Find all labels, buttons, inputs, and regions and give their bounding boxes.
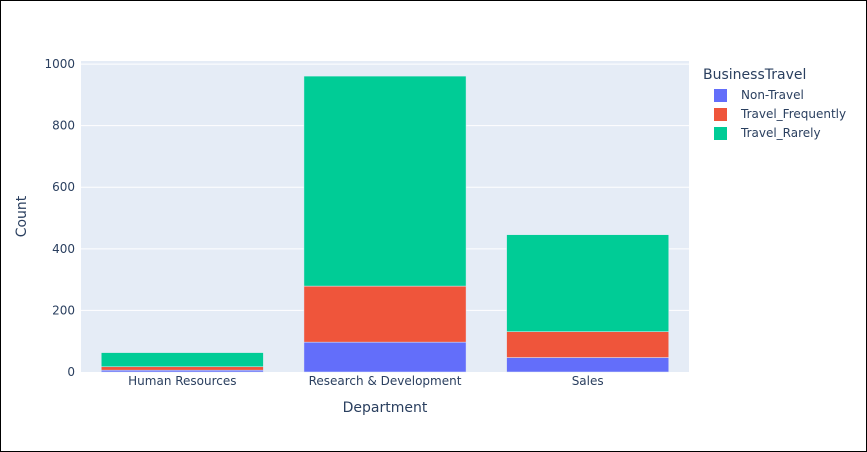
legend-swatch[interactable] xyxy=(714,89,727,102)
legend[interactable]: BusinessTravel Non-Travel Travel_Frequent… xyxy=(703,67,846,140)
y-tick-label: 600 xyxy=(52,180,75,194)
x-axis-title: Department xyxy=(343,400,428,416)
bar-travel-frequently-0[interactable] xyxy=(101,366,264,371)
y-axis-title: Count xyxy=(14,195,30,237)
y-tick-label: 800 xyxy=(52,119,75,133)
y-tick-label: 400 xyxy=(52,242,75,256)
x-tick-label: Research & Development xyxy=(309,374,462,388)
legend-title: BusinessTravel xyxy=(703,67,806,83)
legend-swatch[interactable] xyxy=(714,108,727,121)
bar-travel-rarely-2[interactable] xyxy=(506,234,669,332)
x-axis-ticks: Human Resources Research & Development Sal… xyxy=(128,374,603,388)
bar-travel-rarely-0[interactable] xyxy=(101,352,264,368)
legend-item-label[interactable]: Travel_Rarely xyxy=(740,126,821,140)
bar-travel-frequently-2[interactable] xyxy=(506,331,669,358)
bar-non-travel-2[interactable] xyxy=(506,357,669,373)
bar-non-travel-0[interactable] xyxy=(101,369,264,373)
bar-travel-frequently-1[interactable] xyxy=(303,285,467,343)
legend-swatch[interactable] xyxy=(714,127,727,140)
x-tick-label: Sales xyxy=(572,374,604,388)
y-tick-label: 0 xyxy=(67,365,75,379)
bars xyxy=(101,75,669,373)
bar-travel-rarely-1[interactable] xyxy=(303,75,467,287)
bar-non-travel-1[interactable] xyxy=(303,341,467,373)
legend-item-label[interactable]: Travel_Frequently xyxy=(740,107,846,121)
y-axis-ticks: 0 200 400 600 800 1000 xyxy=(44,57,75,379)
x-tick-label: Human Resources xyxy=(128,374,236,388)
y-tick-label: 200 xyxy=(52,303,75,317)
legend-item-label[interactable]: Non-Travel xyxy=(741,88,804,102)
y-tick-label: 1000 xyxy=(44,57,75,71)
